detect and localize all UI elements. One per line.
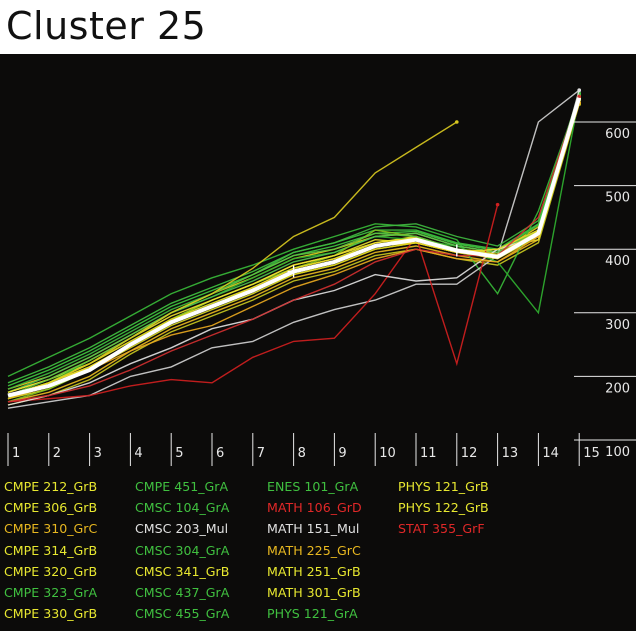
x-tick-label-5: 5 [175,446,183,461]
legend-item: CMSC 304_GrA [135,542,230,558]
legend-item: PHYS 121_GrB [398,479,489,494]
x-tick-label-4: 4 [134,446,142,461]
x-tick-label-11: 11 [420,446,437,461]
x-axis: 1 2 3 4 5 6 7 8 9 10 11 12 13 14 15 [7,433,600,466]
series-endpoint-phys-121-grb [455,120,459,124]
legend-item: CMSC 104_GrA [135,500,230,516]
x-tick-label-14: 14 [542,446,559,461]
series-line-phys-121-grb [7,121,458,400]
legend-item: CMSC 203_Mul [135,521,229,537]
legend-item: CMPE 323_GrA [4,585,98,601]
x-tick-label-3: 3 [94,446,102,461]
chart-panel: 100 200 300 400 500 600 1 2 3 4 5 6 7 8 9 10 11 12 13 14 15… [0,54,636,631]
mean-marker-12 [450,244,463,257]
legend-item: MATH 106_GrD [267,500,362,516]
legend-item: MATH 151_Mul [267,521,360,537]
x-tick-label-2: 2 [53,446,61,461]
x-tick-label-15: 15 [583,446,600,461]
legend-item: CMPE 306_GrB [4,500,98,516]
y-axis: 100 200 300 400 500 600 [574,121,636,460]
series-line-phys-122-grb [7,96,580,397]
legend-item: CMPE 212_GrB [4,479,98,494]
series-line-cmsc-203-mul [7,89,580,409]
mean-line-group [7,97,582,398]
x-tick-label-12: 12 [461,446,478,461]
legend-column: CMPE 451_GrA CMSC 104_GrA CMSC 203_Mul CMSC… [135,476,229,624]
y-tick-label-200: 200 [605,381,630,396]
x-tick-label-1: 1 [12,446,20,461]
series-line-phys-121-gra [7,96,580,397]
series-lines [7,88,581,409]
x-tick-label-7: 7 [257,446,265,461]
mean-marker-8 [287,265,300,278]
series-line-cmsc-104-gra [7,96,580,378]
legend-item: CMPE 320_GrB [4,563,98,579]
series-line-cmsc-437-gra [7,93,580,390]
legend-item: CMPE 310_GrC [4,521,98,537]
series-line-cmpe-451-gra [7,95,580,387]
legend-item: MATH 301_GrB [267,585,361,601]
legend-item: MATH 251_GrB [267,563,361,579]
x-tick-label-6: 6 [216,446,224,461]
series-line-cmpe-330-grb [7,104,580,406]
legend-item: MATH 225_GrC [267,542,361,558]
series-line-cmsc-304-gra [7,96,580,397]
y-tick-label-100: 100 [605,445,630,460]
legend-item: CMSC 455_GrA [135,606,230,622]
x-tick-label-8: 8 [298,446,306,461]
legend-item: CMPE 451_GrA [135,479,229,494]
legend-column: ENES 101_GrA MATH 106_GrD MATH 151_Mul MATH… [267,476,362,624]
series-endpoint-math-151-mul [577,88,581,92]
legend-item: STAT 355_GrF [398,521,485,537]
legend-item: CMPE 330_GrB [4,606,98,622]
legend-item: CMSC 437_GrA [135,585,230,601]
y-tick-label-400: 400 [605,254,630,269]
y-tick-label-500: 500 [605,191,630,206]
x-tick-label-13: 13 [502,446,519,461]
legend-item: ENES 101_GrA [267,479,359,494]
mean-line [7,97,582,398]
series-line-enes-101-gra [7,99,580,403]
x-tick-label-10: 10 [379,446,396,461]
legend-column: CMPE 212_GrB CMPE 306_GrB CMPE 310_GrC CMPE… [4,476,97,624]
legend-item: CMPE 314_GrB [4,542,98,558]
x-tick-label-9: 9 [338,446,346,461]
series-line-cmpe-320-grb [7,97,580,397]
legend-item: PHYS 122_GrB [398,500,489,516]
series-line-cmpe-323-gra [7,93,580,384]
legend-item: PHYS 121_GrA [267,606,358,622]
legend-column: PHYS 121_GrB PHYS 122_GrB STAT 355_GrF [398,476,489,540]
series-endpoint-math-106-grd [495,202,500,207]
y-tick-label-300: 300 [605,318,630,333]
chart-title: Cluster 25 [6,4,207,48]
y-tick-label-600: 600 [605,127,630,142]
series-endpoint-stat-355-grf [577,94,581,99]
legend-item: CMSC 341_GrB [135,563,230,579]
